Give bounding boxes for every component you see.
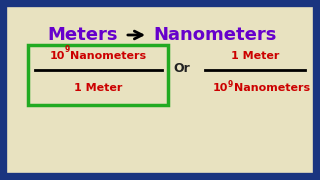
Text: Nanometers: Nanometers <box>234 83 310 93</box>
Text: 10: 10 <box>213 83 228 93</box>
FancyBboxPatch shape <box>3 3 317 177</box>
Text: 1 Meter: 1 Meter <box>74 83 122 93</box>
Text: 10: 10 <box>50 51 65 61</box>
Text: Or: Or <box>174 62 190 75</box>
Text: Nanometers: Nanometers <box>153 26 276 44</box>
Text: 1 Meter: 1 Meter <box>231 51 279 61</box>
Text: Meters: Meters <box>47 26 118 44</box>
Text: Nanometers: Nanometers <box>70 51 146 61</box>
Text: 9: 9 <box>65 45 70 54</box>
FancyBboxPatch shape <box>28 45 168 105</box>
Text: 9: 9 <box>228 80 233 89</box>
